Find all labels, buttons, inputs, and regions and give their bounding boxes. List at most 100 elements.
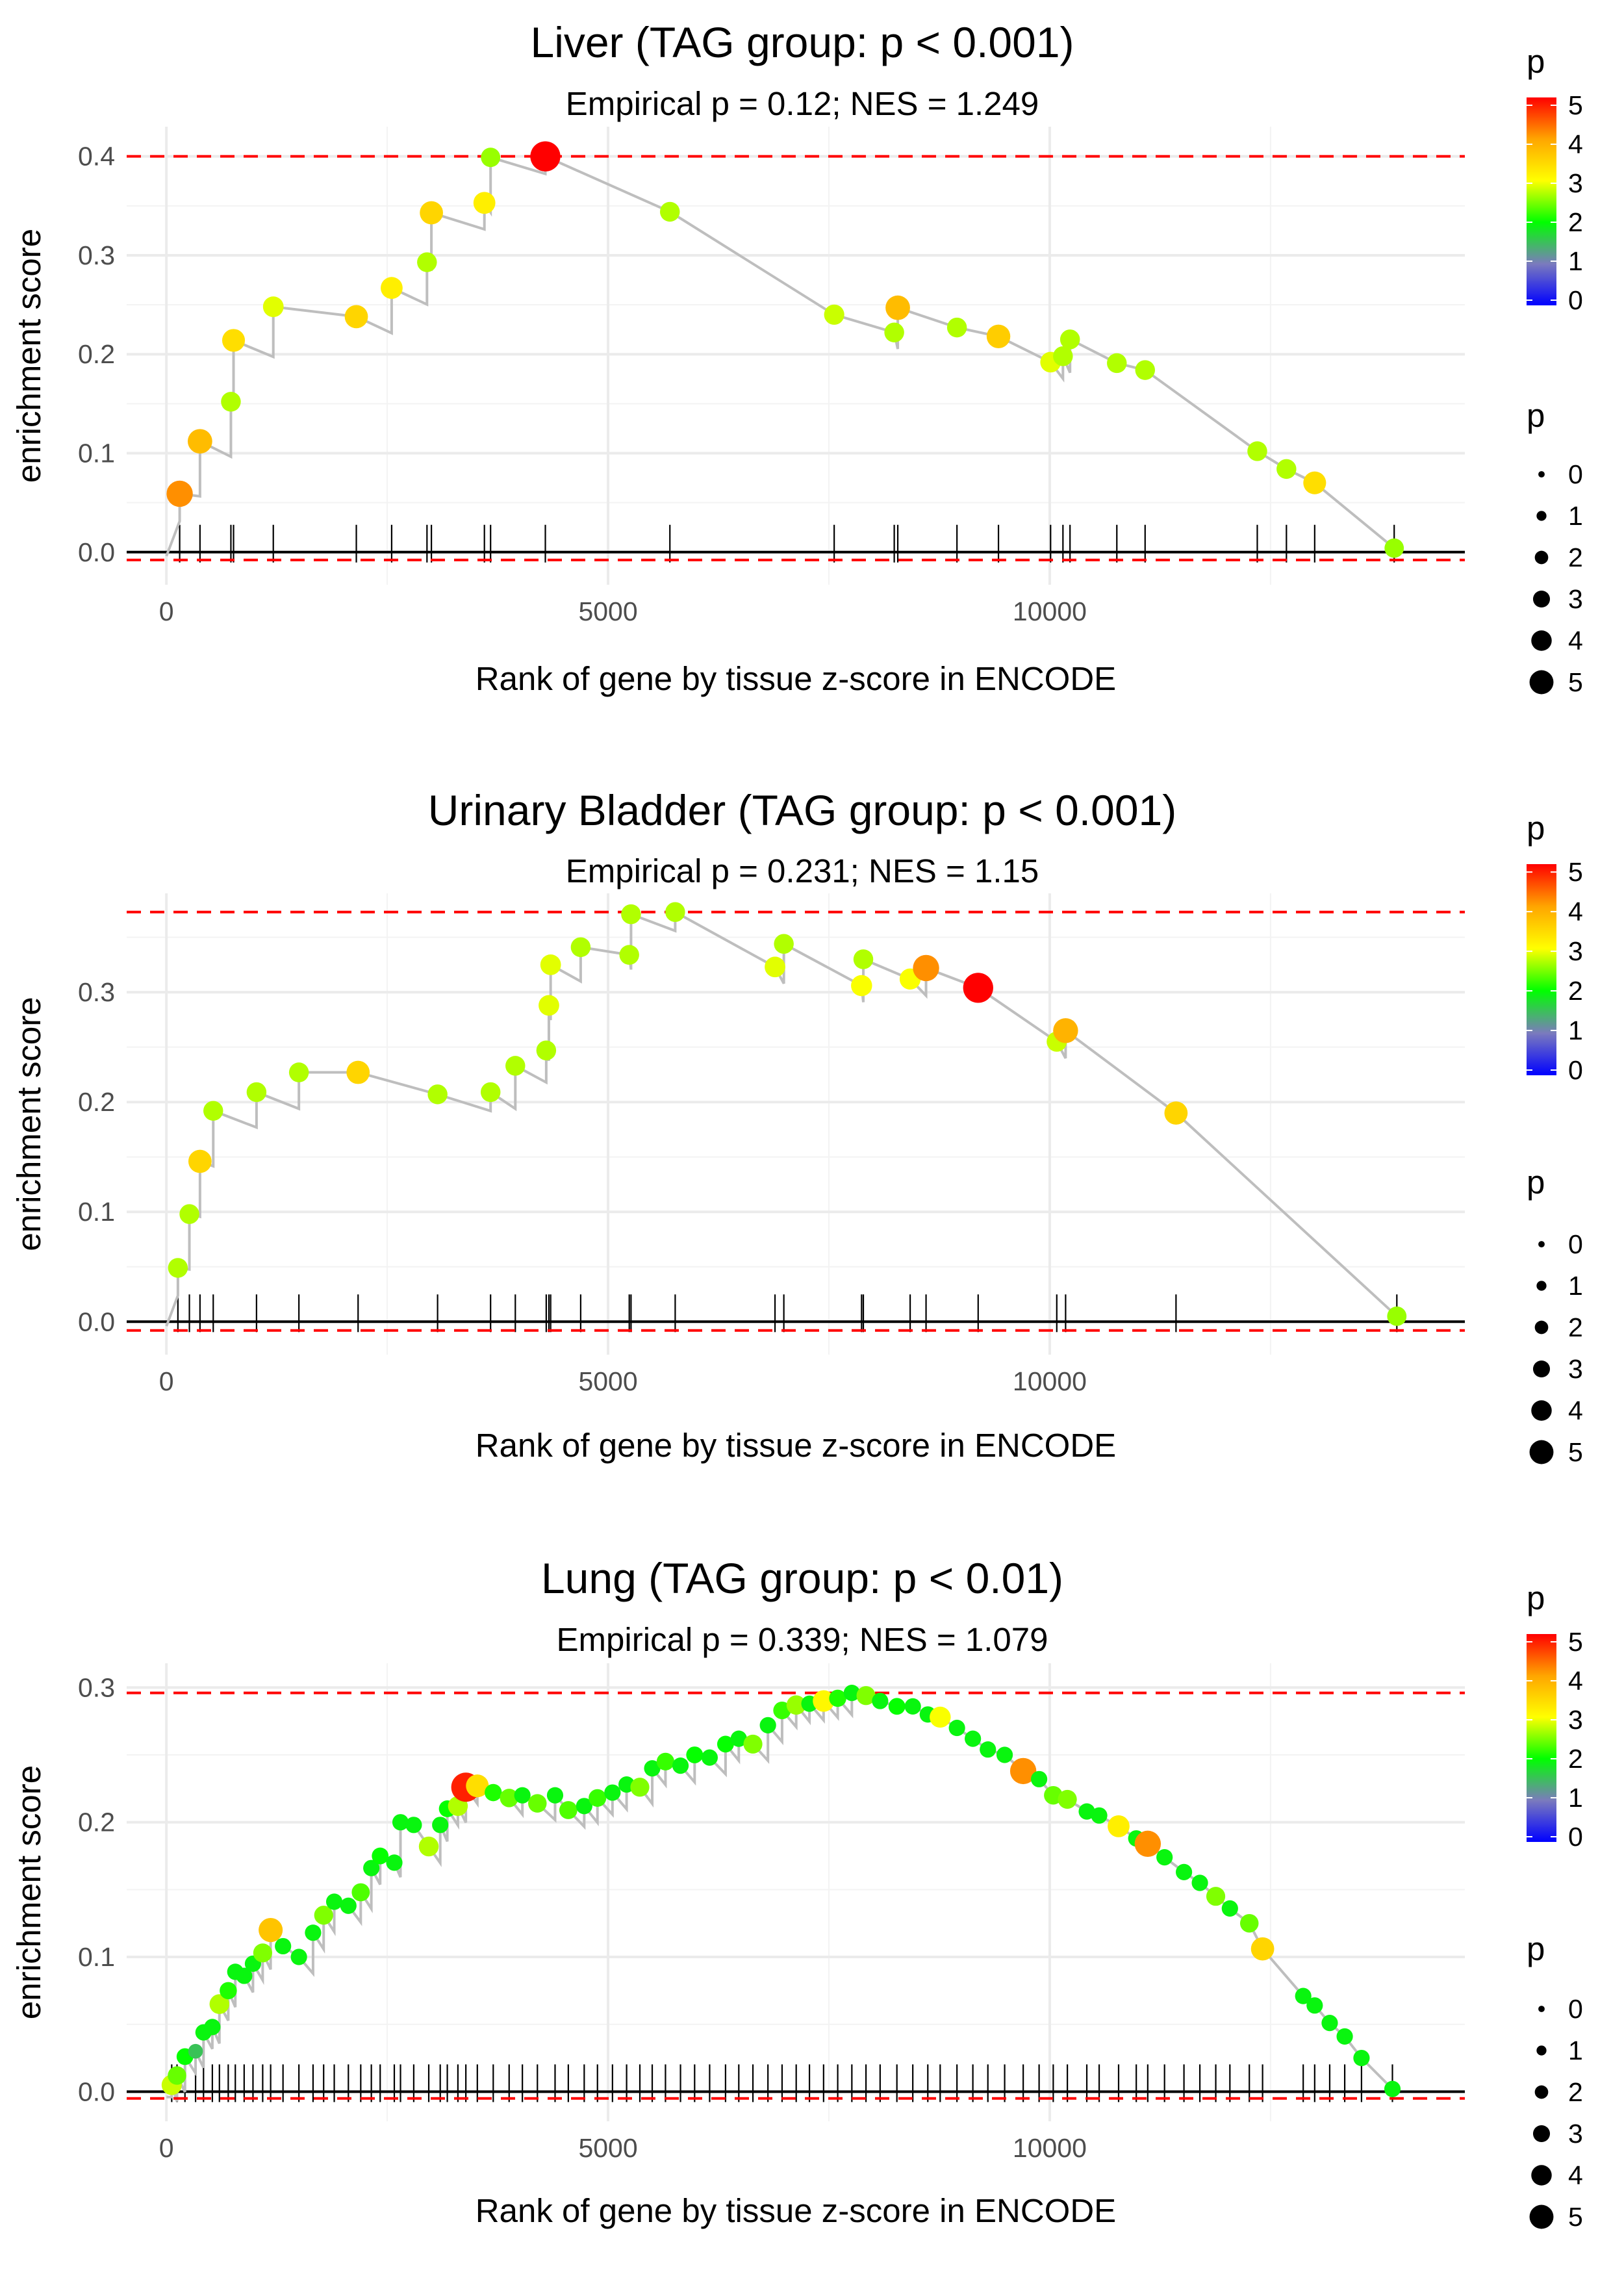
color-bar-label: 2 (1568, 976, 1583, 1006)
data-point (843, 1685, 860, 1702)
data-point (222, 329, 246, 352)
data-point (1059, 329, 1080, 350)
data-point (1164, 1101, 1188, 1125)
data-point (220, 1982, 237, 2000)
data-point (1303, 471, 1326, 494)
size-legend-dot (1538, 2006, 1545, 2012)
data-point (1091, 1807, 1108, 1824)
data-point (420, 201, 443, 225)
size-legend-dot (1529, 2204, 1554, 2229)
data-point (204, 2019, 221, 2036)
data-point (1387, 1306, 1407, 1326)
size-legend-label: 5 (1568, 667, 1583, 697)
data-point (851, 975, 872, 997)
data-point (386, 1854, 403, 1871)
data-point (427, 1084, 448, 1105)
chart-subtitle: Empirical p = 0.339; NES = 1.079 (557, 1621, 1048, 1658)
data-point (773, 1701, 791, 1720)
data-point (1053, 346, 1073, 366)
color-bar (1527, 864, 1556, 1075)
size-legend-dot (1532, 2125, 1551, 2143)
data-point (505, 1056, 526, 1076)
color-bar-label: 4 (1568, 1666, 1583, 1696)
y-tick-label: 0.1 (78, 1197, 115, 1227)
data-point (546, 1787, 564, 1804)
color-bar-label: 3 (1568, 936, 1583, 966)
chart-subtitle: Empirical p = 0.12; NES = 1.249 (566, 85, 1039, 122)
color-bar-label: 2 (1568, 207, 1583, 237)
y-axis-label: enrichment score (10, 997, 47, 1251)
size-legend-label: 2 (1568, 2077, 1583, 2107)
size-legend-label: 4 (1568, 626, 1583, 656)
data-point (432, 1817, 449, 1833)
size-legend-dot (1529, 670, 1554, 695)
color-bar-label: 0 (1568, 1055, 1583, 1085)
size-legend-label: 4 (1568, 2160, 1583, 2190)
data-point (480, 1082, 501, 1103)
data-point (325, 1893, 343, 1910)
data-point (405, 1817, 422, 1833)
chart-subtitle: Empirical p = 0.231; NES = 1.15 (566, 852, 1039, 889)
y-tick-label: 0.2 (78, 339, 115, 369)
color-bar-label: 1 (1568, 1783, 1583, 1813)
y-tick-label: 0.1 (78, 1942, 115, 1972)
data-point (1295, 1987, 1312, 2004)
size-legend-label: 5 (1568, 2202, 1583, 2232)
data-point (539, 995, 559, 1016)
data-point (672, 1757, 689, 1774)
data-point (485, 1783, 502, 1802)
color-bar-label: 1 (1568, 246, 1583, 276)
color-bar-label: 5 (1568, 90, 1583, 120)
y-tick-label: 0.0 (78, 2076, 115, 2106)
data-point (290, 1948, 307, 1965)
size-legend-dot (1532, 590, 1551, 608)
x-tick-label: 10000 (1013, 1366, 1087, 1396)
y-tick-label: 0.0 (78, 537, 115, 567)
chart-panel-3: 0.0 0.1 0.2 0.3 0 5000 10000 Lung (TAG group: p… (10, 1554, 1465, 2229)
data-point (1135, 360, 1156, 380)
data-point (604, 1784, 621, 1801)
data-point (872, 1693, 889, 1709)
y-tick-label: 0.3 (78, 977, 115, 1007)
data-point (717, 1735, 734, 1753)
data-point (1250, 1937, 1275, 1961)
size-legend-label: 1 (1568, 501, 1583, 531)
size-legend-dot (1538, 1241, 1545, 1247)
data-point (621, 904, 641, 925)
data-point (346, 1060, 370, 1084)
color-bar-label: 1 (1568, 1016, 1583, 1045)
size-legend-label: 0 (1568, 1229, 1583, 1259)
data-point (314, 1906, 333, 1925)
data-point (904, 1698, 921, 1715)
data-point (168, 1258, 188, 1278)
data-point (659, 201, 680, 222)
data-point (1191, 1874, 1208, 1891)
data-point (253, 1943, 272, 1963)
size-legend-label: 3 (1568, 2119, 1583, 2149)
data-point (644, 1760, 661, 1777)
data-point (946, 317, 967, 338)
y-tick-label: 0.4 (78, 142, 115, 172)
data-point (351, 1883, 370, 1902)
data-point (930, 1706, 951, 1728)
x-tick-label: 0 (159, 1366, 174, 1396)
chart-panel-2: 0.0 0.1 0.2 0.3 0 5000 10000 Urinary Bladder (T… (10, 786, 1465, 1464)
size-legend-title: p (1527, 1930, 1545, 1967)
data-point (1321, 2015, 1338, 2032)
x-tick-label: 5000 (578, 1366, 637, 1396)
data-point (363, 1859, 380, 1876)
data-point (1031, 1770, 1048, 1787)
size-legend-label: 3 (1568, 584, 1583, 614)
data-point (963, 973, 993, 1003)
data-point (275, 1937, 292, 1955)
data-point (168, 2066, 186, 2085)
size-legend-dot (1531, 1400, 1552, 1421)
size-legend-label: 4 (1568, 1396, 1583, 1425)
y-axis-label: enrichment score (10, 1765, 47, 2019)
color-legend-title: p (1527, 1579, 1545, 1616)
color-legend-title: p (1527, 810, 1545, 847)
data-point (236, 1967, 253, 1984)
size-legend-dot (1531, 2165, 1552, 2186)
